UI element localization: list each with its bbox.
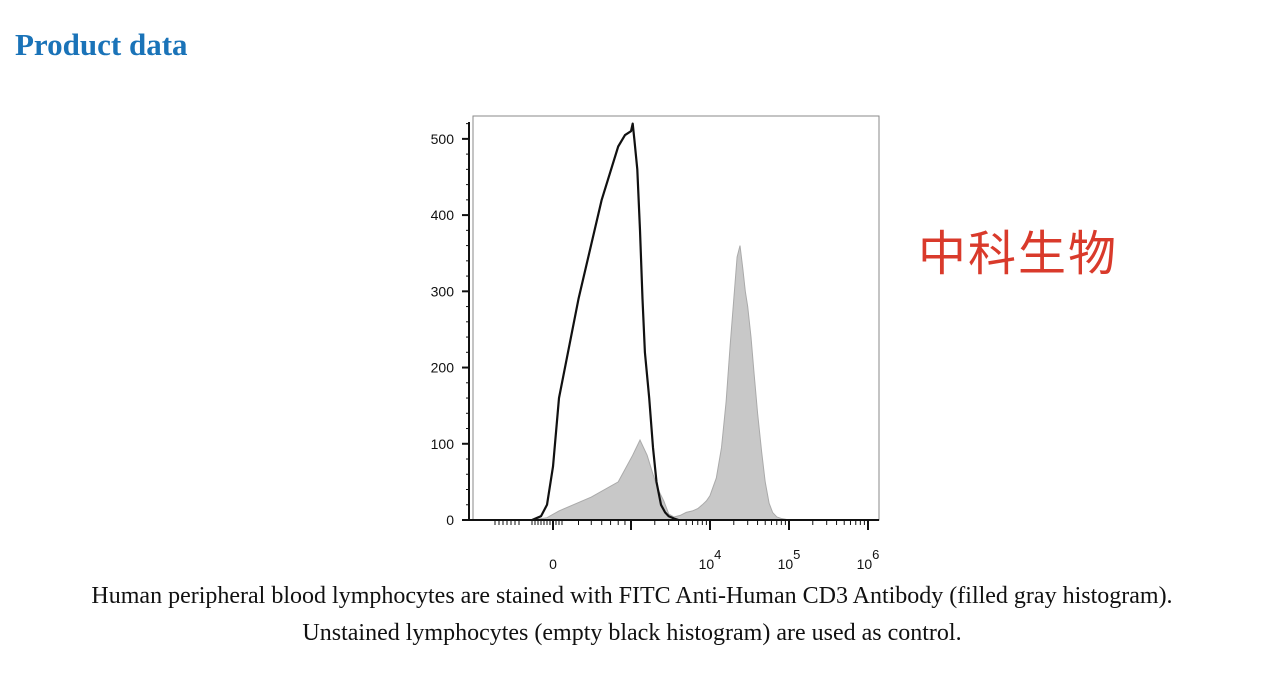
- caption-line-1: Human peripheral blood lymphocytes are s…: [91, 583, 1173, 609]
- y-tick-label: 0: [446, 512, 454, 528]
- axes: 0 100 200 300 400 500 0 104 105 106: [431, 122, 880, 572]
- y-tick-label: 200: [431, 360, 455, 376]
- y-tick-label: 500: [431, 131, 455, 147]
- caption-line-2: Unstained lymphocytes (empty black histo…: [302, 620, 962, 646]
- x-tick-label: 105: [778, 547, 801, 572]
- histogram-marks: [531, 122, 790, 522]
- watermark-logo: 中科生物: [918, 226, 1119, 282]
- y-tick-label: 400: [431, 207, 455, 223]
- y-tick-label: 300: [431, 283, 455, 299]
- section-title: Product data: [15, 27, 188, 62]
- y-tick-label: 100: [431, 436, 455, 452]
- x-tick-label: 106: [857, 547, 880, 572]
- x-tick-label: 104: [699, 547, 722, 572]
- series-stained-histogram: [531, 245, 790, 521]
- plot-frame: [472, 115, 880, 521]
- x-tick-label: 0: [549, 556, 557, 572]
- series-control-histogram: [531, 122, 679, 522]
- figure-caption: Human peripheral blood lymphocytes are s…: [0, 578, 1264, 652]
